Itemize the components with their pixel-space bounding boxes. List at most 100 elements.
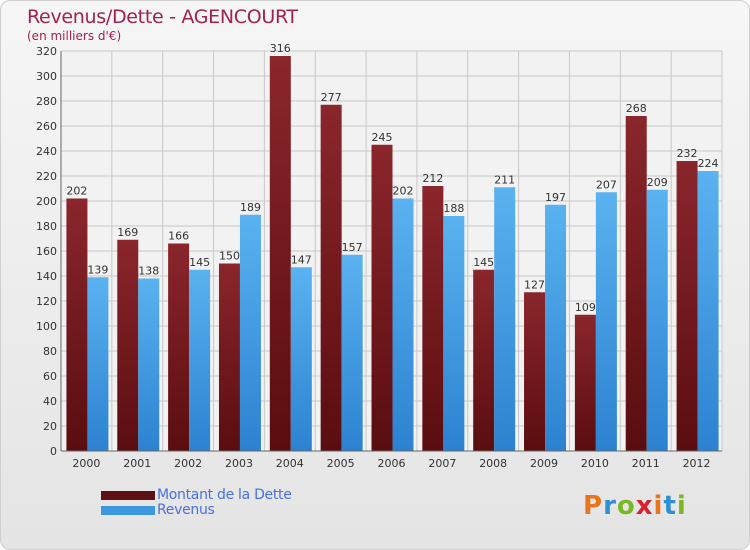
x-tick-label: 2003 (225, 457, 253, 470)
logo-letter: i (676, 491, 687, 521)
bar-debt (676, 161, 698, 451)
bar-revenus (189, 269, 211, 451)
data-label-debt: 245 (372, 131, 393, 144)
data-label-revenus: 197 (545, 191, 566, 204)
y-tick-label: 300 (36, 70, 57, 83)
legend-item-revenus: Revenus (101, 502, 215, 518)
data-label-revenus: 188 (443, 202, 464, 215)
logo-letter: x (635, 491, 654, 521)
x-tick-label: 2012 (683, 457, 711, 470)
data-label-revenus: 138 (138, 265, 159, 278)
bar-revenus (494, 187, 516, 451)
bar-debt (422, 186, 444, 451)
y-tick-label: 0 (50, 445, 57, 458)
data-label-revenus: 139 (87, 263, 108, 276)
data-label-debt: 150 (219, 250, 240, 263)
data-label-revenus: 209 (647, 176, 668, 189)
legend-swatch-debt (101, 490, 155, 500)
data-label-revenus: 202 (393, 185, 414, 198)
legend-label-revenus: Revenus (157, 502, 215, 518)
bar-debt (66, 198, 88, 451)
x-tick-label: 2008 (479, 457, 507, 470)
data-label-debt: 232 (677, 147, 698, 160)
x-tick-label: 2009 (530, 457, 558, 470)
bar-revenus (239, 214, 261, 451)
bar-revenus (392, 198, 414, 451)
x-tick-label: 2001 (123, 457, 151, 470)
x-tick-label: 2007 (428, 457, 456, 470)
y-tick-label: 40 (43, 395, 57, 408)
bar-debt (473, 269, 495, 451)
bar-revenus (595, 192, 617, 451)
y-tick-label: 140 (36, 270, 57, 283)
data-label-revenus: 224 (698, 157, 719, 170)
bar-debt (218, 263, 240, 451)
data-label-debt: 202 (66, 185, 87, 198)
x-tick-label: 2011 (632, 457, 660, 470)
x-tick-label: 2010 (581, 457, 609, 470)
y-tick-label: 220 (36, 170, 57, 183)
chart-subtitle: (en milliers d'€) (27, 29, 122, 43)
legend-item-debt: Montant de la Dette (101, 487, 292, 503)
y-tick-label: 320 (36, 45, 57, 58)
bar-debt (320, 104, 342, 451)
bar-debt (371, 144, 393, 451)
x-tick-label: 2002 (174, 457, 202, 470)
proxiti-logo: Proxiti (583, 491, 687, 521)
bar-revenus (545, 204, 567, 451)
y-tick-label: 240 (36, 145, 57, 158)
bar-debt (524, 292, 546, 451)
data-label-revenus: 145 (189, 256, 210, 269)
y-tick-label: 280 (36, 95, 57, 108)
legend-swatch-revenus (101, 505, 155, 515)
y-tick-label: 20 (43, 420, 57, 433)
data-label-revenus: 211 (494, 173, 515, 186)
y-tick-label: 120 (36, 295, 57, 308)
data-label-debt: 277 (321, 91, 342, 104)
logo-letter: o (616, 491, 636, 521)
bar-revenus (87, 277, 109, 451)
data-label-debt: 268 (626, 102, 647, 115)
y-tick-label: 80 (43, 345, 57, 358)
y-tick-label: 180 (36, 220, 57, 233)
legend-label-debt: Montant de la Dette (157, 487, 292, 503)
data-label-debt: 145 (473, 256, 494, 269)
logo-letter: P (583, 491, 604, 521)
y-tick-label: 160 (36, 245, 57, 258)
y-tick-label: 260 (36, 120, 57, 133)
y-tick-label: 100 (36, 320, 57, 333)
x-tick-label: 2006 (378, 457, 406, 470)
logo-letter: r (603, 491, 617, 521)
logo-letter: t (663, 491, 677, 521)
data-label-revenus: 147 (291, 253, 312, 266)
bar-revenus (341, 254, 363, 451)
chart-title: Revenus/Dette - AGENCOURT (27, 6, 298, 28)
bar-debt (168, 243, 190, 451)
data-label-debt: 127 (524, 278, 545, 291)
data-label-revenus: 207 (596, 178, 617, 191)
bar-debt (117, 239, 139, 451)
data-label-debt: 109 (575, 301, 596, 314)
x-tick-label: 2005 (327, 457, 355, 470)
data-label-revenus: 157 (342, 241, 363, 254)
bar-revenus (138, 278, 160, 451)
bar-debt (269, 56, 291, 451)
x-tick-label: 2004 (276, 457, 304, 470)
data-label-debt: 316 (270, 42, 291, 55)
x-tick-label: 2000 (72, 457, 100, 470)
bar-revenus (290, 267, 312, 451)
data-label-debt: 212 (422, 172, 443, 185)
y-tick-label: 200 (36, 195, 57, 208)
bar-debt (625, 116, 647, 451)
data-label-revenus: 189 (240, 201, 261, 214)
bar-revenus (646, 189, 668, 451)
logo-letter: i (653, 491, 664, 521)
data-label-debt: 166 (168, 230, 189, 243)
y-tick-label: 60 (43, 370, 57, 383)
bar-debt (574, 314, 596, 451)
bar-revenus (443, 216, 465, 451)
data-label-debt: 169 (117, 226, 138, 239)
bar-revenus (697, 171, 719, 451)
